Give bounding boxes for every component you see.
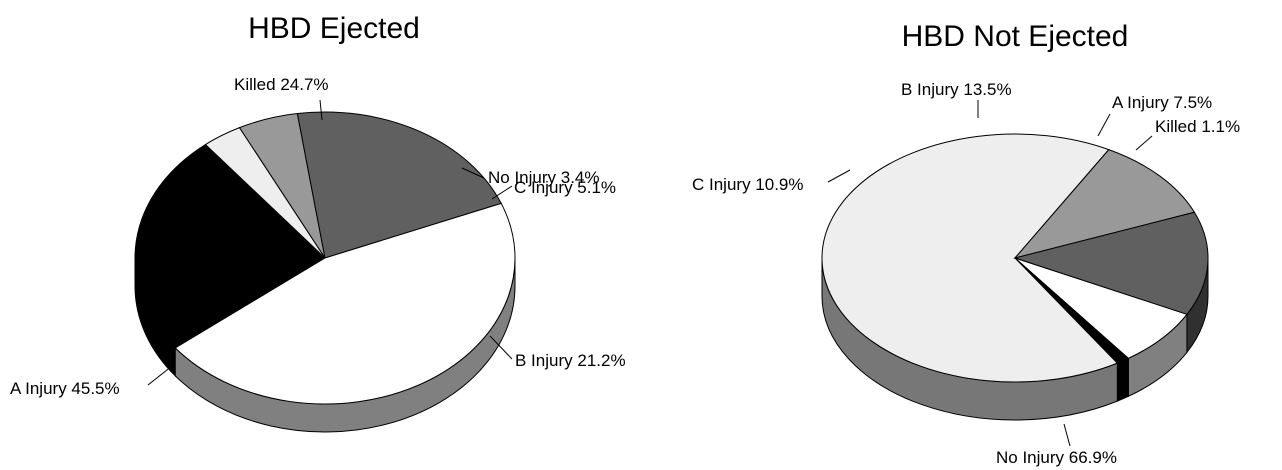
slice-label-value: 21.2% xyxy=(577,351,625,370)
slice-label-name: No Injury xyxy=(488,168,561,187)
slice-label-value: 10.9% xyxy=(755,175,803,194)
slice-label-c-injury: C Injury 5.1% xyxy=(514,178,616,197)
slice-label-value: 13.5% xyxy=(963,80,1011,99)
slice-label-killed: Killed 1.1% xyxy=(1155,117,1240,136)
slice-label-name: B Injury xyxy=(901,80,963,99)
slice-label-b-injury: B Injury 13.5% xyxy=(901,80,1012,99)
slice-label-b-injury: B Injury 21.2% xyxy=(515,351,626,370)
slice-label-a-injury: A Injury 7.5% xyxy=(1112,93,1212,112)
slice-label-value: 1.1% xyxy=(1201,117,1240,136)
slice-label-name: Killed xyxy=(1155,117,1201,136)
slice-label-value: 24.7% xyxy=(280,75,328,94)
chart-title-hbd-ejected: HBD Ejected xyxy=(248,12,420,45)
leader-line-a-injury xyxy=(1097,113,1111,137)
slice-label-name: A Injury xyxy=(10,379,71,398)
pie-chart-hbd-ejected: HBD Ejected Killed 24.7% No Injury 3.4%C … xyxy=(10,12,626,433)
slice-b-injury xyxy=(296,111,502,259)
slice-label-a-injury: A Injury 45.5% xyxy=(10,379,120,398)
leader-line-no-injury xyxy=(461,167,485,179)
pie-chart-hbd-not-ejected: HBD Not Ejected A Injury 7.5% Killed 1.1%… xyxy=(692,20,1240,467)
slice-no-injury xyxy=(821,133,1119,383)
slice-label-value: 7.5% xyxy=(1173,93,1212,112)
slice-label-c-injury: C Injury 10.9% xyxy=(692,175,804,194)
slice-a-injury xyxy=(174,202,516,405)
slice-label-name: C Injury xyxy=(692,175,755,194)
leader-line-c-injury xyxy=(491,185,513,200)
slice-label-value: 45.5% xyxy=(71,379,119,398)
slice-label-name: C Injury xyxy=(514,178,577,197)
leader-line-c-injury xyxy=(827,169,851,183)
slice-label-name: B Injury xyxy=(515,351,577,370)
slice-label-name: No Injury xyxy=(996,448,1069,467)
slice-label-no-injury: No Injury 66.9% xyxy=(996,448,1117,467)
leader-line-killed xyxy=(319,99,323,121)
leader-line-b-injury xyxy=(489,335,513,360)
slice-c-injury xyxy=(1013,149,1196,259)
slice-label-value: 5.1% xyxy=(577,178,616,197)
slice-label-killed: Killed 24.7% xyxy=(234,75,329,94)
slice-b-injury xyxy=(1013,211,1209,315)
slice-label-name: Killed xyxy=(234,75,280,94)
slice-killed xyxy=(134,143,326,349)
leader-line-killed xyxy=(1135,135,1153,151)
slice-side-killed xyxy=(1116,357,1129,402)
slice-label-value: 3.4% xyxy=(561,168,600,187)
slice-label-value: 66.9% xyxy=(1069,448,1117,467)
leader-line-no-injury xyxy=(1063,423,1071,447)
slice-label-no-injury: No Injury 3.4% xyxy=(488,168,600,187)
chart-title-hbd-not-ejected: HBD Not Ejected xyxy=(902,20,1129,53)
leader-line-a-injury xyxy=(147,365,173,386)
slice-label-name: A Injury xyxy=(1112,93,1173,112)
